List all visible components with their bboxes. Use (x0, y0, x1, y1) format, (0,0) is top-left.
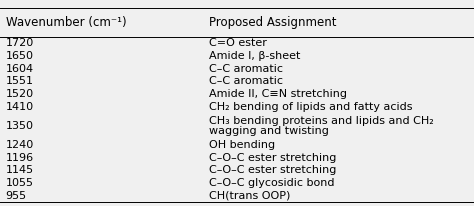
Text: 1055: 1055 (6, 178, 34, 188)
Text: 1196: 1196 (6, 152, 34, 163)
Text: 1410: 1410 (6, 102, 34, 112)
Text: Proposed Assignment: Proposed Assignment (209, 16, 336, 29)
Text: CH₂ bending of lipids and fatty acids: CH₂ bending of lipids and fatty acids (209, 102, 412, 112)
Text: C=O ester: C=O ester (209, 38, 266, 48)
Text: C–O–C ester stretching: C–O–C ester stretching (209, 152, 336, 163)
Text: 1240: 1240 (6, 140, 34, 150)
Text: Amide I, β-sheet: Amide I, β-sheet (209, 51, 300, 61)
Text: 1720: 1720 (6, 38, 34, 48)
Text: 1551: 1551 (6, 76, 34, 87)
Text: 1520: 1520 (6, 89, 34, 99)
Text: 1145: 1145 (6, 165, 34, 175)
Text: CH₃ bending proteins and lipids and CH₂: CH₃ bending proteins and lipids and CH₂ (209, 116, 433, 126)
Text: 1650: 1650 (6, 51, 34, 61)
Text: C–C aromatic: C–C aromatic (209, 76, 283, 87)
Text: wagging and twisting: wagging and twisting (209, 126, 328, 136)
Text: C–O–C glycosidic bond: C–O–C glycosidic bond (209, 178, 334, 188)
Text: Amide II, C≡N stretching: Amide II, C≡N stretching (209, 89, 346, 99)
Text: Wavenumber (cm⁻¹): Wavenumber (cm⁻¹) (6, 16, 126, 29)
Text: 1604: 1604 (6, 64, 34, 74)
Text: 955: 955 (6, 191, 27, 201)
Text: OH bending: OH bending (209, 140, 275, 150)
Text: C–C aromatic: C–C aromatic (209, 64, 283, 74)
Text: 1350: 1350 (6, 121, 34, 131)
Text: CH(trans OOP): CH(trans OOP) (209, 191, 290, 201)
Text: C–O–C ester stretching: C–O–C ester stretching (209, 165, 336, 175)
